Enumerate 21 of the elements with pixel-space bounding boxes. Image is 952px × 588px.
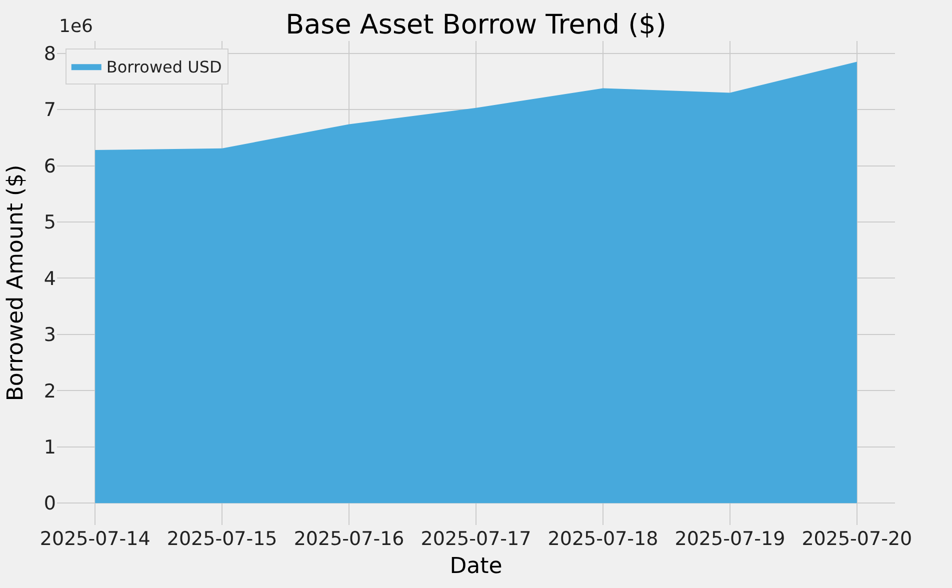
x-tick-label: 2025-07-15 — [166, 528, 278, 550]
y-tick-label: 6 — [44, 155, 56, 178]
legend-label: Borrowed USD — [106, 57, 222, 76]
y-tick-label: 2 — [44, 380, 56, 402]
x-tick-label: 2025-07-16 — [294, 528, 404, 550]
y-tick-label: 0 — [44, 492, 56, 515]
x-tick-label: 2025-07-14 — [40, 528, 150, 550]
chart-title: Base Asset Borrow Trend ($) — [286, 10, 666, 41]
y-tick-label: 5 — [44, 212, 56, 234]
y-tick-label: 3 — [44, 324, 56, 346]
y-tick-label: 7 — [44, 99, 56, 122]
x-tick-label: 2025-07-18 — [548, 528, 658, 550]
x-tick-label: 2025-07-19 — [674, 528, 786, 550]
y-tick-label: 1 — [44, 436, 56, 459]
x-tick-label: 2025-07-20 — [802, 528, 912, 550]
y-tick-label: 8 — [44, 43, 56, 66]
y-axis-title: Borrowed Amount ($) — [4, 164, 29, 402]
text: 1e6 — [59, 16, 93, 37]
y-tick-label: 4 — [44, 268, 56, 290]
x-tick-label: 2025-07-17 — [420, 528, 532, 550]
x-axis-title: Date — [450, 554, 502, 579]
